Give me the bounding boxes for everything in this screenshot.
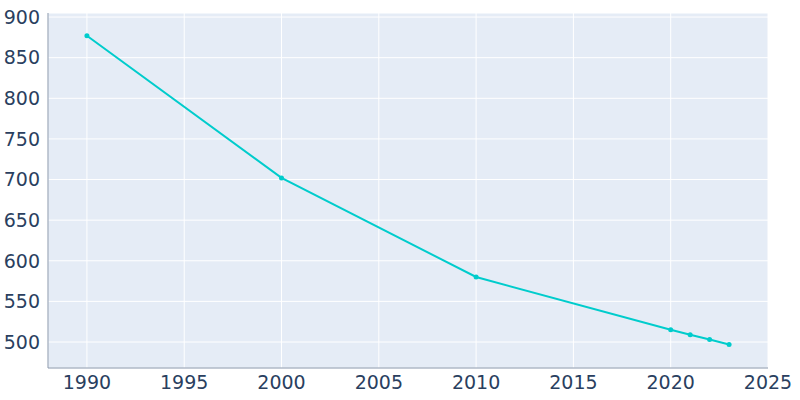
svg-text:500: 500	[8, 331, 40, 353]
svg-text:2010: 2010	[452, 371, 500, 393]
svg-text:2005: 2005	[355, 371, 403, 393]
svg-text:1990: 1990	[63, 371, 111, 393]
svg-text:750: 750	[8, 128, 40, 150]
svg-text:800: 800	[8, 87, 40, 109]
svg-text:2020: 2020	[647, 371, 695, 393]
svg-text:900: 900	[8, 6, 40, 28]
svg-text:2015: 2015	[549, 371, 597, 393]
svg-text:700: 700	[8, 168, 40, 190]
svg-text:2000: 2000	[257, 371, 305, 393]
svg-text:850: 850	[8, 46, 40, 68]
svg-text:600: 600	[8, 250, 40, 272]
svg-text:1995: 1995	[160, 371, 208, 393]
svg-text:2025: 2025	[744, 371, 792, 393]
svg-text:550: 550	[8, 290, 40, 312]
svg-text:650: 650	[8, 209, 40, 231]
